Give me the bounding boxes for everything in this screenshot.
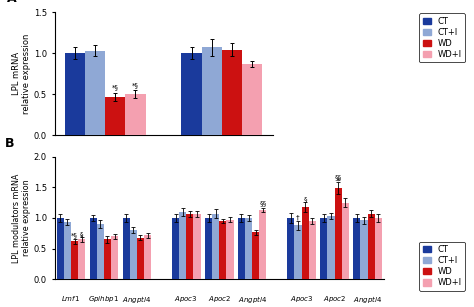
Bar xyxy=(104,239,111,279)
Bar xyxy=(367,214,374,279)
Bar xyxy=(227,220,234,279)
Bar xyxy=(287,218,294,279)
Bar xyxy=(186,214,193,279)
Bar xyxy=(105,97,125,135)
Text: Gastrocnemius: Gastrocnemius xyxy=(193,162,251,171)
Text: *: * xyxy=(80,235,83,240)
Bar xyxy=(172,218,179,279)
Bar xyxy=(130,230,137,279)
Bar xyxy=(97,224,104,279)
Text: $\it{Angptl4}$: $\it{Angptl4}$ xyxy=(122,294,151,305)
Text: $\it{Angptl4}$: $\it{Angptl4}$ xyxy=(237,294,267,305)
Text: $\it{Apoc3}$: $\it{Apoc3}$ xyxy=(290,294,313,304)
Text: $\it{Apoc3}$: $\it{Apoc3}$ xyxy=(174,294,198,304)
Bar xyxy=(242,64,263,135)
Bar xyxy=(78,239,85,279)
Bar xyxy=(342,203,349,279)
Text: $\it{Angptl4}$: $\it{Angptl4}$ xyxy=(353,294,382,305)
Bar xyxy=(245,218,252,279)
Bar xyxy=(193,214,201,279)
Text: *§: *§ xyxy=(112,84,119,90)
Bar xyxy=(144,235,151,279)
Text: §§: §§ xyxy=(335,174,342,180)
Legend: CT, CT+I, WD, WD+I: CT, CT+I, WD, WD+I xyxy=(419,14,465,62)
Legend: CT, CT+I, WD, WD+I: CT, CT+I, WD, WD+I xyxy=(419,242,465,290)
Bar xyxy=(301,207,309,279)
Bar xyxy=(71,241,78,279)
Bar xyxy=(57,218,64,279)
Text: $\it{Lmf1}$: $\it{Lmf1}$ xyxy=(62,294,81,303)
Bar xyxy=(123,218,130,279)
Text: *: * xyxy=(337,178,340,184)
Bar xyxy=(219,221,227,279)
Bar xyxy=(64,222,71,279)
Bar xyxy=(259,210,266,279)
Text: §§: §§ xyxy=(259,200,266,206)
Bar xyxy=(90,218,97,279)
Text: Subcutaneous
Adipose Tissue: Subcutaneous Adipose Tissue xyxy=(77,162,134,181)
Bar xyxy=(294,225,301,279)
Text: $\it{Gpihbp1}$: $\it{Gpihbp1}$ xyxy=(89,294,119,304)
Text: §: § xyxy=(80,231,83,238)
Text: $\it{Apoc2}$: $\it{Apoc2}$ xyxy=(208,294,231,304)
Bar xyxy=(179,212,186,279)
Bar xyxy=(137,238,144,279)
Bar xyxy=(252,232,259,279)
Bar xyxy=(238,218,245,279)
Bar xyxy=(64,53,85,135)
Bar xyxy=(182,53,201,135)
Bar xyxy=(320,218,328,279)
Text: †: † xyxy=(296,214,300,220)
Bar xyxy=(125,94,146,135)
Bar xyxy=(222,50,242,135)
Text: §: § xyxy=(303,196,307,202)
Bar xyxy=(309,221,316,279)
Bar xyxy=(335,188,342,279)
Bar xyxy=(205,218,212,279)
Bar xyxy=(202,48,222,135)
Text: *§: *§ xyxy=(71,232,78,239)
Bar xyxy=(85,51,105,135)
Bar xyxy=(374,218,382,279)
Text: A: A xyxy=(7,0,16,6)
Bar xyxy=(111,236,118,279)
Y-axis label: LPL modulators mRNA
relative expression: LPL modulators mRNA relative expression xyxy=(11,173,31,263)
Text: *§: *§ xyxy=(132,82,139,88)
Text: B: B xyxy=(5,137,15,150)
Bar xyxy=(360,220,367,279)
Text: $\it{Apoc2}$: $\it{Apoc2}$ xyxy=(323,294,346,304)
Bar xyxy=(353,218,360,279)
Y-axis label: LPL mRNA
relative expression: LPL mRNA relative expression xyxy=(11,33,31,114)
Bar xyxy=(212,214,219,279)
Bar xyxy=(328,216,335,279)
